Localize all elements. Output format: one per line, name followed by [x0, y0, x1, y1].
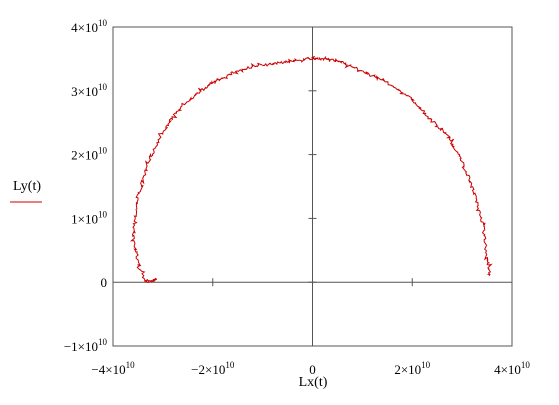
x-tick-label: 4×1010 [494, 360, 530, 377]
x-tick-label: −4×1010 [91, 360, 135, 377]
y-tick-label: 3×1010 [71, 82, 107, 99]
y-tick-label: 2×1010 [71, 146, 107, 163]
axes-lines [112, 26, 513, 347]
y-tick-label: 1×1010 [71, 209, 107, 226]
x-tick-labels: −4×1010 −2×1010 0 2×1010 4×1010 [91, 360, 530, 377]
x-tick-label: 0 [309, 362, 316, 377]
y-axis-label: Ly(t) [13, 179, 41, 194]
series-layer [130, 55, 493, 284]
x-axis-label: Lx(t) [299, 375, 328, 390]
x-tick-label: 2×1010 [394, 360, 430, 377]
y-tick-label: 0 [101, 275, 108, 290]
y-tick-label: −1×1010 [64, 337, 108, 354]
series-line [130, 55, 493, 284]
y-tick-labels: −1×1010 0 1×1010 2×1010 3×1010 4×1010 [64, 18, 108, 354]
y-tick-label: 4×1010 [71, 18, 107, 35]
x-tick-label: −2×1010 [191, 360, 235, 377]
